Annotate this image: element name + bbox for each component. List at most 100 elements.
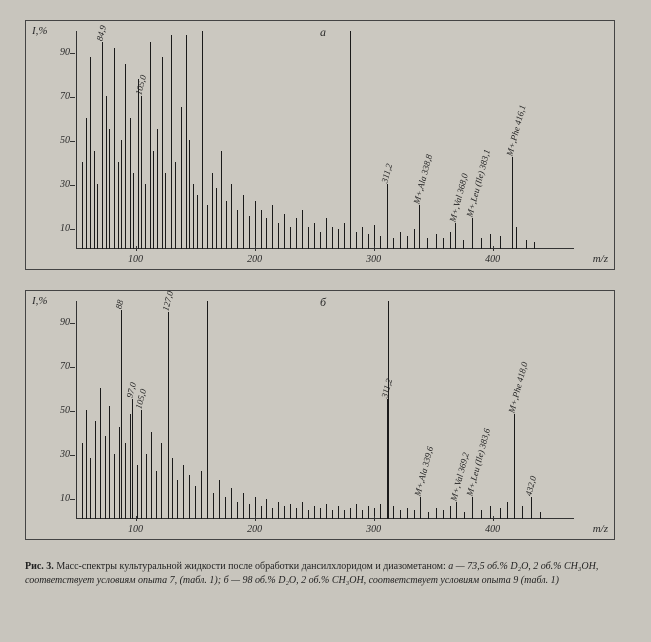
mass-peak — [125, 443, 126, 519]
peak-label: 432,0 — [523, 475, 538, 497]
mass-peak — [121, 310, 122, 519]
mass-peak — [284, 214, 285, 249]
y-tick-label: 30 — [50, 179, 70, 190]
mass-peak — [326, 218, 327, 249]
mass-peak — [320, 232, 321, 249]
mass-peak — [94, 151, 95, 249]
x-tick-label: 300 — [359, 524, 389, 535]
mass-peak — [320, 508, 321, 519]
mass-peak — [407, 236, 408, 249]
mass-peak — [193, 184, 194, 249]
mass-peak — [534, 242, 535, 249]
y-tick-mark — [70, 323, 75, 324]
mass-peak — [261, 210, 262, 249]
y-tick-mark — [70, 185, 75, 186]
mass-peak — [162, 57, 163, 249]
mass-peak — [145, 184, 146, 249]
caption-b: б — 98 об.% D₂O, 2 об.% CH₃OH, соответст… — [224, 575, 559, 586]
mass-peak — [407, 508, 408, 519]
x-tick-label: 200 — [240, 254, 270, 265]
peak-label: 88 — [114, 298, 126, 309]
mass-peak — [507, 502, 508, 519]
spectrum-panel-b: I,% б m/z 8897,0105,0127,0311,2M+,Ala 33… — [25, 290, 615, 540]
mass-peak — [278, 502, 279, 519]
x-tick-mark — [136, 246, 137, 251]
x-tick-label: 100 — [121, 524, 151, 535]
mass-peak — [500, 236, 501, 249]
mass-peak — [249, 504, 250, 519]
peak-label: 105,0 — [134, 74, 149, 96]
mass-peak — [526, 240, 527, 249]
mass-peak — [362, 510, 363, 519]
mass-peak — [226, 201, 227, 249]
x-axis-label: m/z — [593, 523, 608, 535]
mass-peak — [133, 173, 134, 249]
mass-peak — [183, 465, 184, 520]
y-tick-mark — [70, 455, 75, 456]
mass-peak — [516, 227, 517, 249]
mass-peak — [118, 162, 119, 249]
mass-peak — [181, 107, 182, 249]
mass-peak — [436, 508, 437, 519]
y-axis-label: I,% — [32, 295, 48, 307]
mass-peak — [308, 227, 309, 249]
mass-peak — [326, 504, 327, 519]
mass-peak — [105, 436, 106, 519]
mass-peak — [427, 238, 428, 249]
mass-peak — [522, 506, 523, 519]
y-tick-mark — [70, 367, 75, 368]
mass-peak — [225, 497, 226, 519]
spectrum-panel-a: I,% а m/z 84,9105,0311,2M+,Ala 338,8M+,V… — [25, 20, 615, 270]
peak-label: M+,Leu (Ile) 383,6 — [465, 427, 493, 497]
mass-peak — [481, 238, 482, 249]
mass-peak — [512, 157, 513, 249]
x-tick-mark — [136, 516, 137, 521]
y-tick-mark — [70, 411, 75, 412]
figure-caption: Рис. 3. Масс-спектры культуральной жидко… — [25, 560, 615, 587]
mass-peak — [95, 421, 96, 519]
mass-peak — [368, 234, 369, 249]
mass-peak — [443, 238, 444, 249]
mass-peak — [332, 510, 333, 519]
mass-peak — [290, 227, 291, 249]
mass-peak — [137, 465, 138, 520]
x-tick-mark — [493, 246, 494, 251]
mass-peak — [514, 414, 515, 519]
mass-peak — [314, 223, 315, 249]
mass-peak — [481, 510, 482, 519]
mass-peak — [362, 227, 363, 249]
mass-peak — [490, 506, 491, 519]
y-tick-label: 70 — [50, 91, 70, 102]
mass-peak — [86, 118, 87, 249]
mass-peak — [153, 151, 154, 249]
y-tick-label: 10 — [50, 493, 70, 504]
mass-peak — [237, 210, 238, 249]
mass-peak — [443, 510, 444, 519]
peaks-container-a: 84,9105,0311,2M+,Ala 338,8M+,Val 368,0M+… — [76, 31, 574, 249]
peak-label: 311,2 — [379, 162, 394, 184]
mass-peak — [540, 512, 541, 519]
peak-label: M+,Phe 418,0 — [506, 361, 529, 414]
mass-peak — [278, 223, 279, 249]
mass-peak — [531, 497, 532, 519]
y-tick-mark — [70, 97, 75, 98]
x-tick-mark — [255, 246, 256, 251]
y-tick-mark — [70, 229, 75, 230]
mass-peak — [419, 205, 420, 249]
mass-peak — [243, 195, 244, 250]
mass-peak — [272, 508, 273, 519]
mass-peak — [472, 218, 473, 249]
mass-peak — [393, 238, 394, 249]
mass-peak — [172, 458, 173, 519]
mass-peak — [400, 232, 401, 249]
mass-peak — [189, 475, 190, 519]
x-tick-mark — [374, 516, 375, 521]
mass-peak — [420, 497, 421, 519]
mass-peak — [213, 493, 214, 519]
mass-peak — [168, 312, 169, 519]
mass-peak — [296, 508, 297, 519]
mass-peak — [302, 502, 303, 519]
mass-peak — [350, 31, 351, 249]
mass-peak — [151, 432, 152, 519]
mass-peak — [463, 240, 464, 249]
